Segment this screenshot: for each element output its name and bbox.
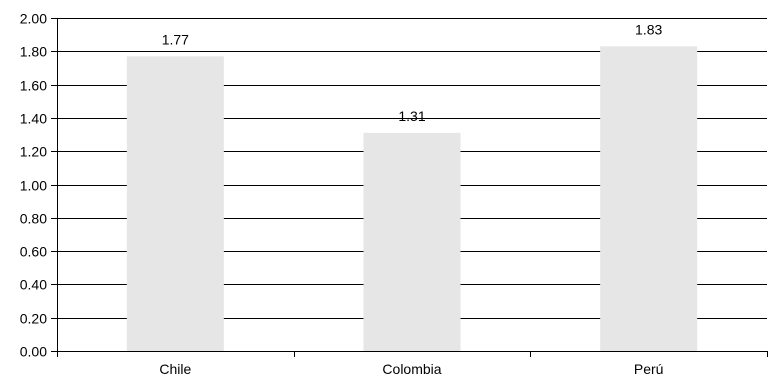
y-tick-label: 0.20 xyxy=(20,311,47,327)
y-tick-label: 0.60 xyxy=(20,244,47,260)
y-tick-label: 0.40 xyxy=(20,277,47,293)
bar-chile xyxy=(127,56,224,351)
bars xyxy=(127,46,697,351)
y-tick-label: 1.20 xyxy=(20,144,47,160)
y-tick-label: 1.80 xyxy=(20,44,47,60)
data-label: 1.83 xyxy=(635,21,662,37)
y-tick-label: 1.60 xyxy=(20,78,47,94)
labels: 0.00 0.20 0.40 0.60 0.80 1.00 1.20 1.40 1.60 1.80… xyxy=(20,11,664,378)
y-tick-label: 1.40 xyxy=(20,111,47,127)
bar-colombia xyxy=(364,133,461,351)
x-category-label: Colombia xyxy=(382,361,441,377)
y-tick-label: 0.00 xyxy=(20,344,47,360)
x-category-label: Chile xyxy=(159,361,191,377)
y-tick-label: 0.80 xyxy=(20,211,47,227)
y-tick-label: 1.00 xyxy=(20,178,47,194)
bar-perú xyxy=(600,46,697,351)
data-label: 1.77 xyxy=(162,31,189,47)
x-category-label: Perú xyxy=(634,361,664,377)
data-label: 1.31 xyxy=(398,108,425,124)
y-tick-label: 2.00 xyxy=(20,11,47,27)
